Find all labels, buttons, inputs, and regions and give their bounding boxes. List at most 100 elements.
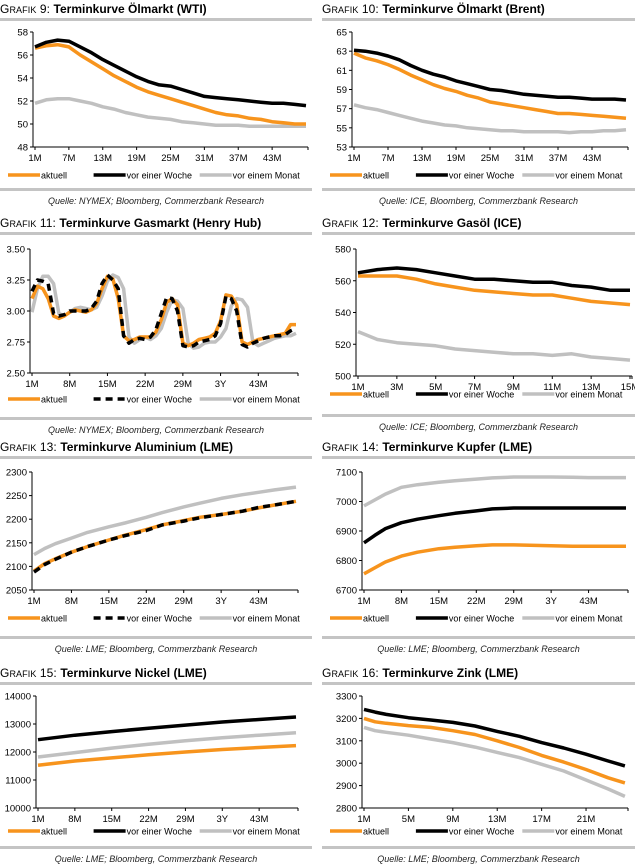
legend-label-month: vor einem Monat xyxy=(233,827,301,837)
y-tick-label: 3.00 xyxy=(7,307,26,318)
x-tick-label: 1M xyxy=(357,814,370,825)
panel-nickel: GRAFIK 15: Terminkurve Nickel (LME)10000… xyxy=(0,666,312,861)
y-tick-label: 3100 xyxy=(336,736,357,747)
y-tick-label: 12000 xyxy=(5,748,31,759)
panel-brent: GRAFIK 10: Terminkurve Ölmarkt (Brent) 53… xyxy=(322,2,635,207)
x-tick-label: 22M xyxy=(137,596,156,607)
y-tick-label: 580 xyxy=(335,245,351,256)
legend-label-week: vor einer Woche xyxy=(449,390,514,400)
legend-label-week: vor einer Woche xyxy=(127,395,192,405)
x-tick-label: 13M xyxy=(94,153,113,164)
x-tick-label: 3Y xyxy=(215,379,227,390)
x-tick-label: 9M xyxy=(446,814,459,825)
legend-item-month: vor einem Monat xyxy=(522,614,623,624)
footer-rule xyxy=(0,417,312,420)
chart-title: Terminkurve Gasmarkt (Henry Hub) xyxy=(59,216,261,230)
legend-item-week: vor einer Woche xyxy=(94,827,192,837)
x-tick-label: 37M xyxy=(229,153,248,164)
x-tick-label: 43M xyxy=(249,379,268,390)
legend-item-current: aktuell xyxy=(8,395,67,405)
chart-source: Quelle: NYMEX; Bloomberg, Commerzbank Re… xyxy=(0,425,312,435)
series-line-month xyxy=(358,332,630,361)
chart-heading: GRAFIK 10: Terminkurve Ölmarkt (Brent) xyxy=(322,2,545,18)
x-tick-label: 3Y xyxy=(545,596,557,607)
y-tick-label: 2250 xyxy=(6,491,27,502)
footer-rule xyxy=(322,636,635,639)
x-tick-label: 31M xyxy=(195,153,214,164)
x-tick-label: 15M xyxy=(430,596,449,607)
y-tick-label: 6700 xyxy=(336,586,357,597)
y-tick-label: 54 xyxy=(17,74,28,85)
x-tick-label: 13M xyxy=(413,153,432,164)
chart-heading: GRAFIK 9: Terminkurve Ölmarkt (WTI) xyxy=(0,2,207,18)
legend-label-month: vor einem Monat xyxy=(555,171,623,181)
y-tick-label: 2100 xyxy=(6,562,27,573)
x-tick-label: 25M xyxy=(161,153,180,164)
x-tick-label: 8M xyxy=(395,596,408,607)
y-tick-label: 13000 xyxy=(5,720,31,731)
y-tick-label: 2.75 xyxy=(7,338,26,349)
y-tick-label: 7000 xyxy=(336,497,357,508)
x-tick-label: 1M xyxy=(27,596,40,607)
chart-title: Terminkurve Ölmarkt (WTI) xyxy=(54,2,207,16)
x-tick-label: 19M xyxy=(127,153,146,164)
y-tick-label: 3.50 xyxy=(7,245,26,256)
y-tick-label: 6800 xyxy=(336,556,357,567)
legend-label-week: vor einer Woche xyxy=(449,171,514,181)
heading-rule xyxy=(322,456,635,459)
y-tick-label: 2800 xyxy=(336,804,357,815)
legend-label-month: vor einem Monat xyxy=(555,390,623,400)
y-tick-label: 2050 xyxy=(6,586,27,597)
y-tick-label: 3200 xyxy=(336,714,357,725)
x-tick-label: 43M xyxy=(249,596,268,607)
chart-heading: GRAFIK 16: Terminkurve Zink (LME) xyxy=(322,666,518,682)
legend-item-week: vor einer Woche xyxy=(94,614,192,624)
y-tick-label: 6900 xyxy=(336,527,357,538)
legend-label-current: aktuell xyxy=(363,171,389,181)
y-tick-label: 55 xyxy=(336,123,347,134)
legend-item-week: vor einer Woche xyxy=(94,395,192,405)
x-tick-label: 22M xyxy=(467,596,486,607)
x-tick-label: 25M xyxy=(481,153,500,164)
legend-item-week: vor einer Woche xyxy=(416,827,514,837)
heading-rule xyxy=(322,682,635,685)
y-tick-label: 52 xyxy=(17,97,28,108)
legend-item-current: aktuell xyxy=(8,171,67,181)
footer-rule xyxy=(0,846,312,849)
x-tick-label: 37M xyxy=(549,153,568,164)
heading-rule xyxy=(0,682,312,685)
y-tick-label: 2150 xyxy=(6,538,27,549)
y-tick-label: 3300 xyxy=(336,692,357,703)
chart-title: Terminkurve Ölmarkt (Brent) xyxy=(382,2,545,16)
legend-item-week: vor einer Woche xyxy=(416,614,514,624)
x-tick-label: 19M xyxy=(447,153,466,164)
heading-rule xyxy=(0,232,312,235)
chart-title: Terminkurve Zink (LME) xyxy=(382,666,518,680)
series-line-current xyxy=(354,53,626,118)
x-tick-label: 43M xyxy=(250,814,269,825)
series-line-month xyxy=(354,105,626,133)
chart-title: Terminkurve Aluminium (LME) xyxy=(60,440,233,454)
x-tick-label: 5M xyxy=(429,382,442,393)
y-tick-label: 2.50 xyxy=(7,369,26,380)
x-tick-label: 29M xyxy=(174,596,193,607)
series-line-month xyxy=(364,477,626,506)
x-tick-label: 1M xyxy=(347,153,360,164)
legend-label-current: aktuell xyxy=(363,827,389,837)
legend-label-month: vor einem Monat xyxy=(233,395,301,405)
y-tick-label: 2200 xyxy=(6,515,27,526)
legend-label-month: vor einem Monat xyxy=(555,827,623,837)
y-tick-label: 53 xyxy=(336,143,347,154)
series-line-week xyxy=(354,50,626,100)
x-tick-label: 13M xyxy=(488,814,507,825)
legend-item-month: vor einem Monat xyxy=(200,171,301,181)
heading-rule xyxy=(0,456,312,459)
chart-number: GRAFIK 9: xyxy=(0,2,54,16)
y-tick-label: 540 xyxy=(335,308,351,319)
